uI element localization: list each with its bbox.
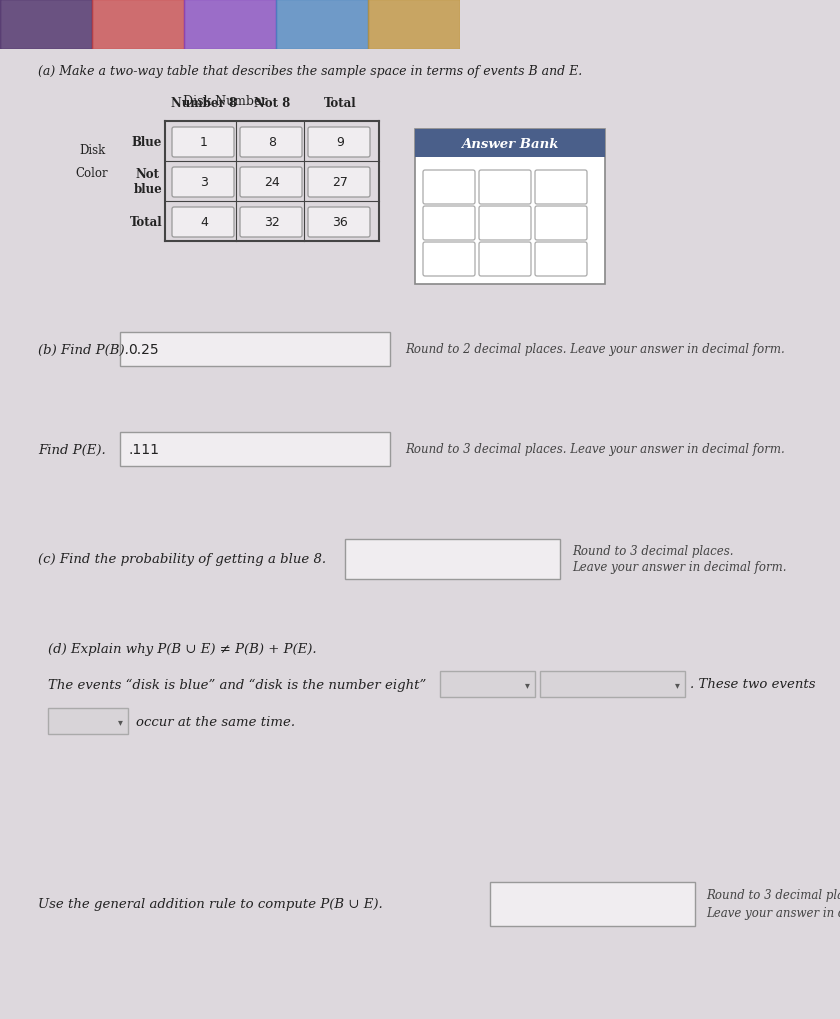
Text: 36: 36 (332, 215, 348, 228)
Text: 24: 24 (264, 175, 280, 189)
Text: Round to 3 decimal places.: Round to 3 decimal places. (706, 889, 840, 902)
FancyBboxPatch shape (120, 332, 390, 367)
FancyBboxPatch shape (415, 129, 605, 158)
Text: Not 8: Not 8 (254, 97, 290, 110)
FancyBboxPatch shape (172, 168, 234, 198)
FancyBboxPatch shape (479, 207, 531, 240)
FancyBboxPatch shape (240, 168, 302, 198)
Text: Total: Total (129, 215, 162, 228)
FancyBboxPatch shape (423, 171, 475, 205)
Bar (0, 0, 92, 50)
Text: Answer Bank: Answer Bank (461, 138, 559, 151)
Text: 0.25: 0.25 (128, 342, 159, 357)
FancyBboxPatch shape (345, 539, 560, 580)
Text: Find P(E).: Find P(E). (38, 443, 106, 457)
Text: ▾: ▾ (118, 716, 123, 727)
Bar (276, 0, 368, 50)
Text: (d) Explain why P(B ∪ E) ≠ P(B) + P(E).: (d) Explain why P(B ∪ E) ≠ P(B) + P(E). (48, 643, 317, 656)
Text: 3: 3 (200, 175, 208, 189)
FancyBboxPatch shape (172, 127, 234, 158)
FancyBboxPatch shape (440, 672, 535, 697)
FancyBboxPatch shape (240, 208, 302, 237)
Text: Color: Color (76, 167, 108, 179)
Text: Leave your answer in decimal form.: Leave your answer in decimal form. (572, 560, 786, 574)
Text: 1: 1 (200, 136, 208, 149)
Text: Round to 3 decimal places. Leave your answer in decimal form.: Round to 3 decimal places. Leave your an… (405, 443, 785, 457)
Text: Disk: Disk (79, 144, 105, 157)
FancyBboxPatch shape (308, 127, 370, 158)
Bar (92, 0, 184, 50)
FancyBboxPatch shape (535, 207, 587, 240)
Text: 9: 9 (336, 136, 344, 149)
Text: (b) Find P(B).: (b) Find P(B). (38, 343, 129, 357)
FancyBboxPatch shape (479, 171, 531, 205)
FancyBboxPatch shape (490, 882, 695, 926)
Text: Round to 2 decimal places. Leave your answer in decimal form.: Round to 2 decimal places. Leave your an… (405, 343, 785, 357)
Bar (368, 0, 460, 50)
Text: Blue: Blue (132, 136, 162, 149)
FancyBboxPatch shape (172, 208, 234, 237)
FancyBboxPatch shape (240, 127, 302, 158)
Text: ▾: ▾ (675, 680, 680, 689)
Text: Use the general addition rule to compute P(B ∪ E).: Use the general addition rule to compute… (38, 898, 383, 911)
Text: Total: Total (323, 97, 356, 110)
Text: Round to 3 decimal places.: Round to 3 decimal places. (572, 545, 733, 558)
FancyBboxPatch shape (308, 168, 370, 198)
Text: 32: 32 (264, 215, 280, 228)
Text: occur at the same time.: occur at the same time. (136, 714, 295, 728)
Text: 27: 27 (332, 175, 348, 189)
Text: Disk Number: Disk Number (183, 95, 267, 108)
FancyBboxPatch shape (308, 208, 370, 237)
Text: 8: 8 (268, 136, 276, 149)
FancyBboxPatch shape (535, 171, 587, 205)
Text: Not
blue: Not blue (134, 168, 162, 196)
FancyBboxPatch shape (540, 672, 685, 697)
Text: ▾: ▾ (524, 680, 529, 689)
Text: . These two events: . These two events (690, 678, 816, 691)
Text: Leave your answer in decimal form.: Leave your answer in decimal form. (706, 907, 840, 919)
Text: (c) Find the probability of getting a blue 8.: (c) Find the probability of getting a bl… (38, 553, 326, 566)
Text: (a) Make a two-way table that describes the sample space in terms of events B an: (a) Make a two-way table that describes … (38, 65, 582, 77)
FancyBboxPatch shape (423, 207, 475, 240)
FancyBboxPatch shape (415, 129, 605, 284)
FancyBboxPatch shape (120, 433, 390, 467)
Bar (184, 0, 276, 50)
FancyBboxPatch shape (479, 243, 531, 277)
Text: Number 8: Number 8 (171, 97, 237, 110)
FancyBboxPatch shape (48, 708, 128, 735)
FancyBboxPatch shape (423, 243, 475, 277)
Text: The events “disk is blue” and “disk is the number eight”: The events “disk is blue” and “disk is t… (48, 678, 426, 691)
Text: 4: 4 (200, 215, 208, 228)
FancyBboxPatch shape (535, 243, 587, 277)
Text: .111: .111 (128, 442, 159, 457)
